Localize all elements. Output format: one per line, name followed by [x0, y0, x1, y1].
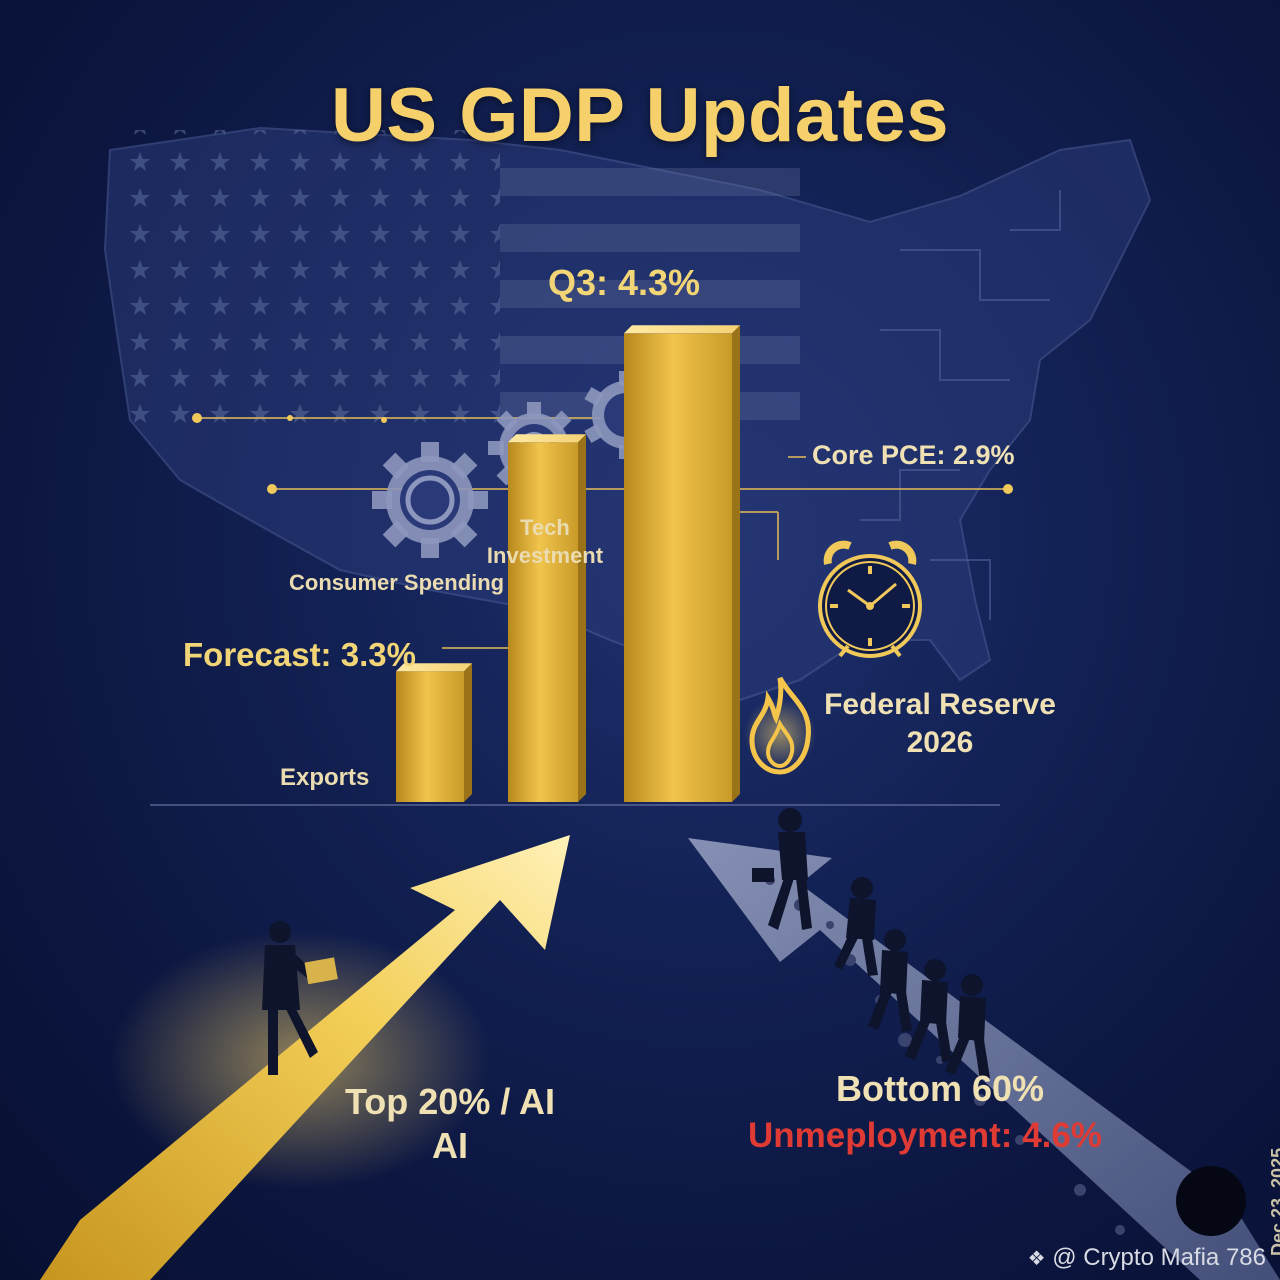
watermark: ❖ @ Crypto Mafia 786	[1028, 1244, 1266, 1272]
watermark-text: @ Crypto Mafia 786	[1052, 1244, 1266, 1271]
date-stamp: Dec 23, 2025	[1268, 1147, 1280, 1256]
flame-icon	[744, 676, 816, 775]
top-20-line-1: Top 20% / AI	[344, 1081, 556, 1122]
binance-logo-icon: ❖	[1027, 1248, 1046, 1270]
bar-q3	[624, 325, 740, 802]
forecast-label: Forecast: 3.3%	[183, 636, 416, 673]
core-pce-label: Core PCE: 2.9%	[812, 440, 1015, 470]
q3-label: Q3: 4.3%	[548, 262, 701, 303]
bottom-60-label: Bottom 60%	[835, 1068, 1045, 1109]
federal-reserve-label: Federal Reserve 2026	[805, 686, 1075, 762]
tech-investment-line-1: Tech	[520, 515, 570, 540]
bar-exports	[396, 663, 472, 802]
top-20-line-2: AI	[432, 1125, 468, 1166]
tech-investment-label: Tech Investment	[480, 514, 610, 570]
businessman-with-laptop-icon	[262, 921, 338, 1075]
federal-reserve-year: 2026	[906, 726, 974, 759]
bar-forecast	[508, 434, 586, 802]
tech-investment-line-2: Investment	[486, 543, 604, 568]
avatar[interactable]	[1176, 1166, 1246, 1236]
consumer-spending-label: Consumer Spending	[289, 570, 505, 595]
walking-crowd-icon	[752, 808, 990, 1080]
page-title: US GDP Updates	[331, 73, 949, 158]
federal-reserve-line: Federal Reserve	[824, 688, 1056, 721]
exports-label: Exports	[280, 764, 370, 791]
unemployment-label: Unmeployment: 4.6%	[748, 1116, 1102, 1155]
alarm-clock-icon	[818, 540, 922, 658]
up-arrow	[40, 835, 570, 1280]
gear-icon	[372, 442, 488, 558]
top-20-label: Top 20% / AI AI	[320, 1080, 580, 1168]
